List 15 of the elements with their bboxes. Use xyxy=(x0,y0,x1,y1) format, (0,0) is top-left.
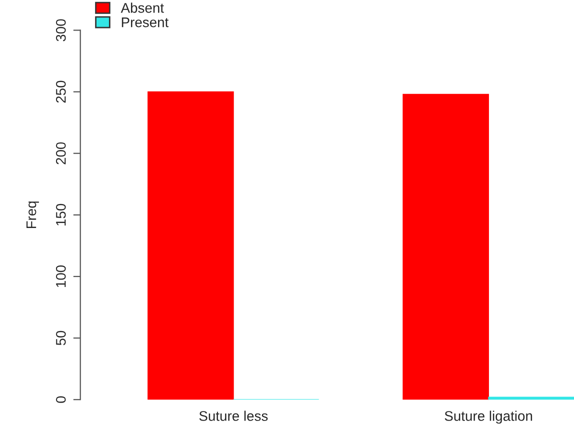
y-tick-label: 200 xyxy=(56,142,66,164)
legend-label: Present xyxy=(122,18,169,28)
y-tick-label: 100 xyxy=(56,265,66,288)
bar xyxy=(148,91,234,400)
y-tick-label: 300 xyxy=(56,19,66,42)
y-tick-label: 0 xyxy=(56,396,66,403)
x-tick-label: Suture ligation xyxy=(444,410,532,424)
legend-label: Absent xyxy=(120,2,164,13)
y-tick-label: 150 xyxy=(56,204,66,226)
y-tick-label: 250 xyxy=(56,80,66,103)
bar xyxy=(488,396,574,400)
y-axis-title: Freq xyxy=(26,202,39,228)
bar xyxy=(402,94,489,400)
y-tick-label: 50 xyxy=(56,330,66,346)
x-tick-label: Suture less xyxy=(199,410,268,421)
